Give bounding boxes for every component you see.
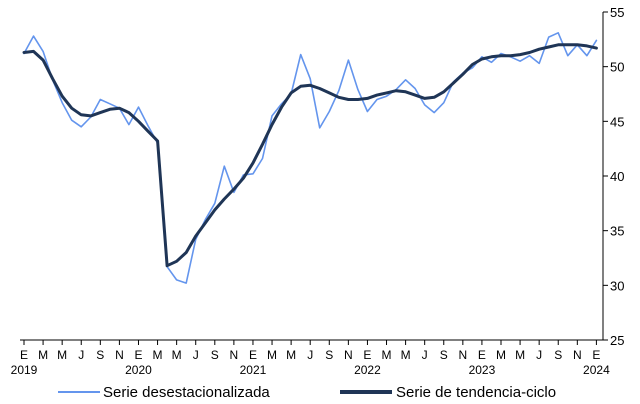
x-tick-label: J — [193, 348, 199, 362]
x-tick-label: E — [592, 348, 600, 362]
series-layer — [22, 31, 598, 284]
x-tick-label: M — [515, 348, 525, 362]
x-year-label: 2022 — [354, 363, 381, 377]
x-tick-label: N — [459, 348, 468, 362]
x-tick-label: M — [172, 348, 182, 362]
series-line-serie-de-tendencia-ciclo — [22, 43, 598, 268]
x-year-label: 2019 — [11, 363, 38, 377]
legend-label-serie-desestacionalizada: Serie desestacionalizada — [103, 384, 270, 401]
x-tick-label: S — [440, 348, 448, 362]
x-tick-label: S — [325, 348, 333, 362]
x-tick-label: M — [57, 348, 67, 362]
x-tick-label: E — [249, 348, 257, 362]
legend-label-serie-tendencia-ciclo: Serie de tendencia-ciclo — [396, 384, 556, 401]
x-tick-label: M — [267, 348, 277, 362]
x-tick-label: M — [153, 348, 163, 362]
x-tick-label: J — [307, 348, 313, 362]
legend: Serie desestacionalizada Serie de tenden… — [58, 384, 556, 401]
x-tick-label: M — [38, 348, 48, 362]
x-tick-label: M — [496, 348, 506, 362]
x-tick-label: M — [401, 348, 411, 362]
y-tick-label: 30 — [610, 278, 624, 293]
y-tick-label: 45 — [610, 114, 624, 129]
x-tick-label: N — [344, 348, 353, 362]
x-tick-label: N — [115, 348, 124, 362]
x-tick-label: E — [363, 348, 371, 362]
x-tick-label: E — [478, 348, 486, 362]
y-tick-label: 50 — [610, 60, 624, 75]
x-tick-label: E — [134, 348, 142, 362]
x-tick-label: J — [422, 348, 428, 362]
x-tick-label: E — [20, 348, 28, 362]
x-tick-label: M — [382, 348, 392, 362]
y-tick-label: 40 — [610, 169, 624, 184]
x-tick-label: M — [286, 348, 296, 362]
series-line-serie-desestacionalizada — [23, 31, 598, 284]
x-tick-label: J — [78, 348, 84, 362]
y-tick-label: 35 — [610, 224, 624, 239]
y-tick-label: 55 — [610, 5, 624, 20]
y-tick-label: 25 — [610, 333, 624, 348]
x-tick-label: N — [573, 348, 582, 362]
x-tick-label: S — [96, 348, 104, 362]
x-year-label: 2020 — [125, 363, 152, 377]
x-year-label: 2021 — [240, 363, 267, 377]
x-year-label: 2023 — [469, 363, 496, 377]
x-tick-label: J — [536, 348, 542, 362]
x-year-label: 2024 — [583, 363, 610, 377]
x-tick-label: S — [554, 348, 562, 362]
x-tick-label: S — [211, 348, 219, 362]
x-tick-label: N — [230, 348, 239, 362]
